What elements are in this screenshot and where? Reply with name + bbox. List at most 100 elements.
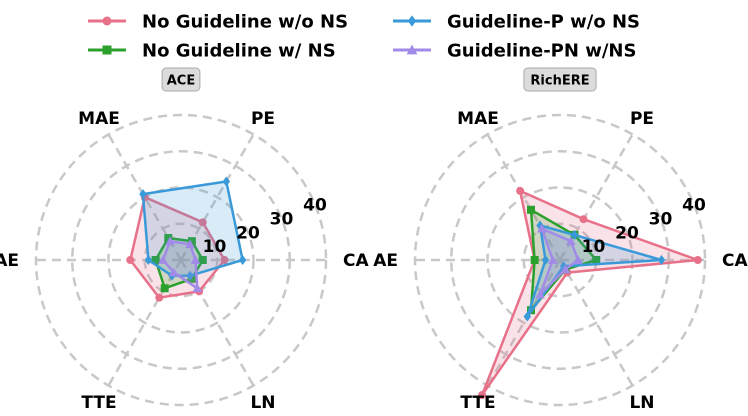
data-point xyxy=(187,237,196,246)
charts: ACE 10 20 30 40 CA PE MAE AE TTE LN RichERE 10 20 30 40… xyxy=(0,67,748,413)
chart-title-text: RichERE xyxy=(530,74,589,89)
data-point xyxy=(573,255,583,264)
axis-label-ln: LN xyxy=(250,393,275,413)
radar-grid xyxy=(34,113,328,407)
legend-entry-no-guideline-w-ns: No Guideline w/ NS xyxy=(88,41,336,62)
grid-spoke xyxy=(107,259,183,387)
chart-title: ACE xyxy=(161,67,201,92)
data-point xyxy=(185,239,195,249)
data-point xyxy=(220,256,229,264)
data-point xyxy=(144,255,153,265)
axis-label-ae: AE xyxy=(0,251,19,271)
chart-title-text: ACE xyxy=(167,74,195,89)
grid-spoke xyxy=(179,133,255,261)
data-point xyxy=(160,284,169,293)
radar-chart-richere: RichERE 10 20 30 40 CA PE MAE AE TTE LN xyxy=(373,67,748,413)
axis-label-pe: PE xyxy=(251,109,275,129)
data-point xyxy=(155,293,164,302)
data-point xyxy=(579,215,588,224)
data-point xyxy=(657,255,666,265)
chart-title-box xyxy=(161,67,201,92)
data-point xyxy=(187,274,196,283)
data-point xyxy=(541,255,550,265)
data-point xyxy=(158,255,168,264)
radial-tick-labels: 10 20 30 40 xyxy=(582,196,706,258)
axis-label-ca: CA xyxy=(343,251,369,271)
axis-label-tte: TTE xyxy=(81,393,116,413)
legend-label: Guideline-P w/o NS xyxy=(447,12,640,33)
legend-marker xyxy=(407,15,417,27)
chart-title-box xyxy=(523,67,597,92)
radial-tick-label: 30 xyxy=(649,209,673,229)
data-point xyxy=(592,256,601,264)
data-point xyxy=(222,176,231,187)
legend: No Guideline w/o NS No Guideline w/ NS Gui… xyxy=(88,12,640,62)
axis-label-ln: LN xyxy=(629,393,654,413)
radial-tick-label: 40 xyxy=(682,196,706,216)
grid-circle xyxy=(34,113,328,407)
data-point xyxy=(190,255,201,264)
axis-labels: CA PE MAE AE TTE LN xyxy=(373,109,748,413)
data-point xyxy=(168,267,179,277)
axis-label-ca: CA xyxy=(722,251,748,271)
grid-circle xyxy=(413,113,707,407)
data-point xyxy=(164,234,173,243)
grid-spoke xyxy=(486,133,562,261)
radar-chart-ace: ACE 10 20 30 40 CA PE MAE AE TTE LN xyxy=(0,67,369,413)
legend-entry-no-guideline-w-o-ns: No Guideline w/o NS xyxy=(88,12,348,33)
data-point xyxy=(537,223,547,233)
axis-label-pe: PE xyxy=(630,109,654,129)
series-guideline-p-w-o-ns xyxy=(139,176,247,281)
data-point xyxy=(151,256,160,264)
data-point xyxy=(530,256,539,264)
axis-label-tte: TTE xyxy=(460,393,495,413)
radial-tick-label: 10 xyxy=(582,237,606,257)
axis-labels: CA PE MAE AE TTE LN xyxy=(0,109,369,413)
data-point xyxy=(547,255,558,264)
data-point xyxy=(527,205,535,214)
data-point xyxy=(523,311,532,322)
data-point xyxy=(198,218,207,227)
grid-spoke xyxy=(558,133,634,261)
grid-spoke xyxy=(558,259,634,387)
radar-grid xyxy=(413,113,707,407)
data-point xyxy=(693,256,702,264)
legend-label: Guideline-PN w/NS xyxy=(447,41,636,62)
legend-marker xyxy=(406,44,418,55)
series-guideline-pn-w-ns xyxy=(535,223,583,299)
data-point xyxy=(139,189,147,200)
data-point xyxy=(192,283,203,293)
data-point xyxy=(478,390,487,399)
data-point xyxy=(566,236,576,246)
legend-marker xyxy=(102,16,112,26)
data-point xyxy=(165,236,175,246)
grid-circle xyxy=(486,186,634,334)
chart-title: RichERE xyxy=(523,67,597,92)
data-point xyxy=(516,186,525,195)
data-point xyxy=(198,256,207,264)
legend-entry-guideline-pn-w-ns: Guideline-PN w/NS xyxy=(393,41,636,62)
grid-spoke xyxy=(179,259,255,387)
data-point xyxy=(126,256,135,264)
axis-label-mae: MAE xyxy=(78,109,120,129)
grid-spoke xyxy=(107,133,183,261)
radial-tick-label: 20 xyxy=(236,223,260,243)
legend-entry-guideline-p-w-o-ns: Guideline-P w/o NS xyxy=(393,12,640,33)
legend-label: No Guideline w/o NS xyxy=(142,12,348,33)
data-point xyxy=(570,229,579,240)
series-guideline-pn-w-ns xyxy=(158,236,203,293)
legend-marker xyxy=(102,45,112,55)
radial-tick-label: 40 xyxy=(303,196,327,216)
data-point xyxy=(560,264,571,274)
legend-label: No Guideline w/ NS xyxy=(142,41,336,62)
data-point xyxy=(535,289,545,299)
radial-tick-label: 20 xyxy=(615,223,639,243)
radial-tick-label: 10 xyxy=(203,237,227,257)
axis-label-mae: MAE xyxy=(457,109,499,129)
data-point xyxy=(238,255,247,265)
radial-tick-labels: 10 20 30 40 xyxy=(203,196,327,258)
data-point xyxy=(186,270,194,281)
grid-circle xyxy=(107,186,255,334)
